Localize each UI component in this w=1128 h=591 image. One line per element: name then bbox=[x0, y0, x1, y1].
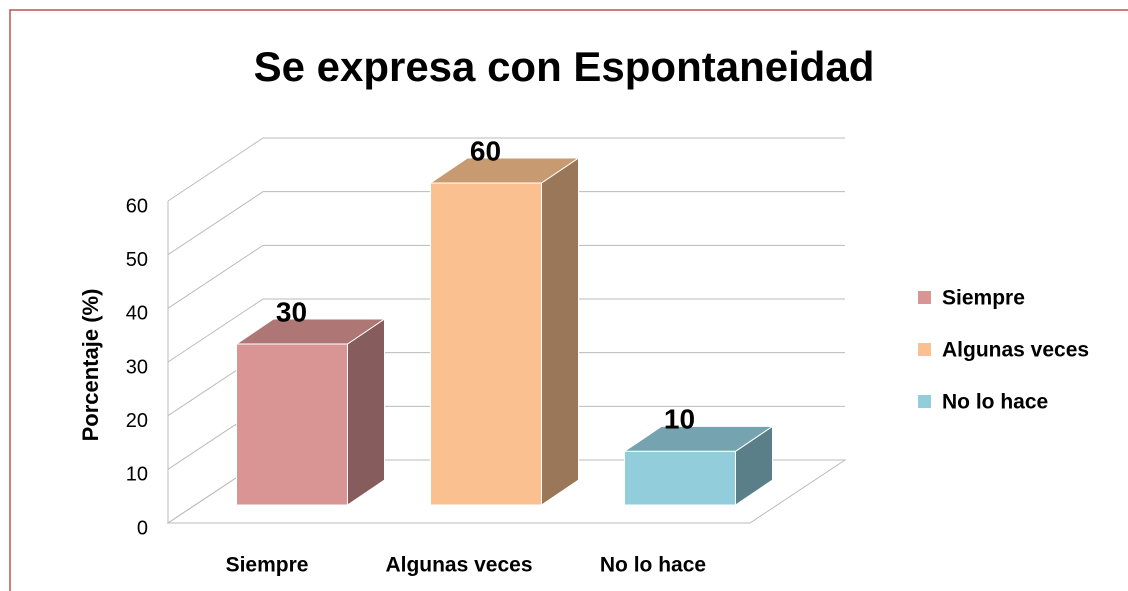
y-tick-label: 60 bbox=[126, 195, 148, 217]
bar-side bbox=[347, 318, 385, 506]
x-tick-label: No lo hace bbox=[600, 554, 706, 577]
legend-swatch bbox=[918, 343, 931, 356]
chart-title: Se expresa con Espontaneidad bbox=[254, 43, 875, 90]
y-tick-label: 0 bbox=[137, 517, 148, 539]
y-tick-label: 10 bbox=[126, 464, 148, 486]
bar bbox=[624, 450, 736, 506]
bar-side bbox=[541, 157, 579, 506]
grid-line bbox=[167, 244, 845, 309]
legend-label: Siempre bbox=[942, 287, 1025, 310]
grid-line bbox=[167, 191, 845, 256]
legend-swatch bbox=[918, 395, 931, 408]
grid-line bbox=[167, 137, 845, 202]
legend-label: Algunas veces bbox=[942, 339, 1089, 362]
x-tick-label: Algunas veces bbox=[385, 554, 532, 577]
y-tick-label: 20 bbox=[126, 410, 148, 432]
value-label: 10 bbox=[664, 404, 695, 435]
bar bbox=[430, 182, 542, 506]
y-axis-label: Porcentaje (%) bbox=[78, 289, 103, 442]
value-label: 30 bbox=[276, 296, 307, 327]
y-tick-label: 50 bbox=[126, 249, 148, 271]
legend-label: No lo hace bbox=[942, 391, 1048, 414]
grid-line bbox=[167, 298, 845, 363]
y-tick-label: 30 bbox=[126, 356, 148, 378]
value-label: 60 bbox=[470, 135, 501, 166]
frame bbox=[9, 9, 1128, 591]
bar bbox=[236, 343, 348, 506]
y-tick-label: 40 bbox=[126, 303, 148, 325]
x-tick-label: Siempre bbox=[226, 554, 309, 577]
legend-swatch bbox=[918, 291, 931, 304]
